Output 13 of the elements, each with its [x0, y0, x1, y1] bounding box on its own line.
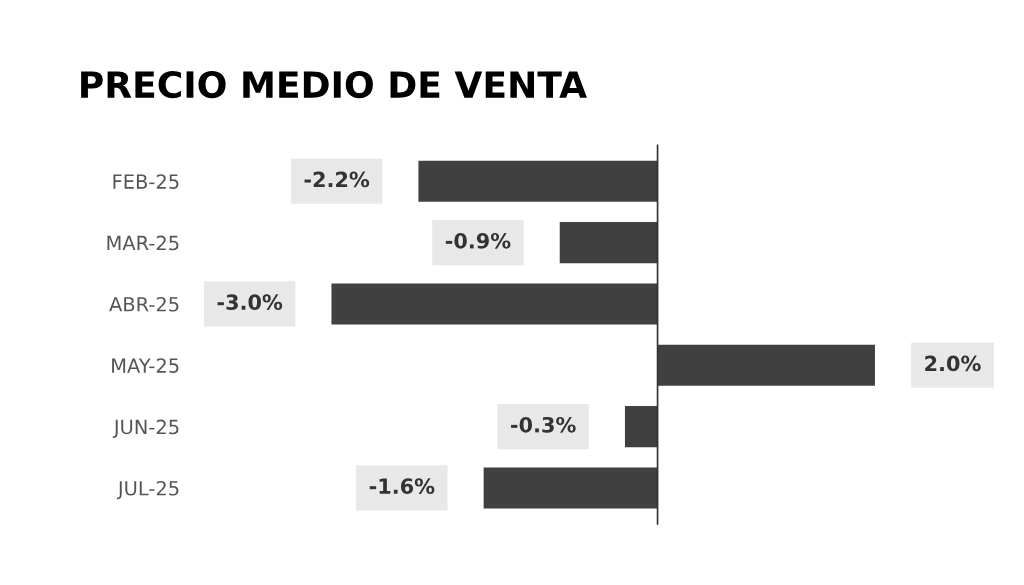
- y-tick-label: FEB-25: [113, 174, 179, 189]
- data-label: 2.0%: [925, 355, 981, 372]
- y-tick-label: ABR-25: [109, 296, 179, 312]
- y-tick-label: JUN-25: [112, 419, 179, 438]
- data-label: -0.3%: [511, 416, 576, 433]
- data-label: -0.9%: [445, 232, 511, 249]
- y-tick-label: JUL-25: [116, 480, 179, 500]
- data-label: -1.6%: [369, 478, 435, 494]
- data-label: -3.0%: [217, 294, 283, 310]
- y-tick-label: MAY-25: [112, 358, 179, 373]
- data-label: -2.2%: [304, 171, 370, 188]
- y-tick-label: MAR-25: [107, 235, 179, 251]
- chart-title: PRECIO MEDIO DE VENTA: [81, 70, 587, 99]
